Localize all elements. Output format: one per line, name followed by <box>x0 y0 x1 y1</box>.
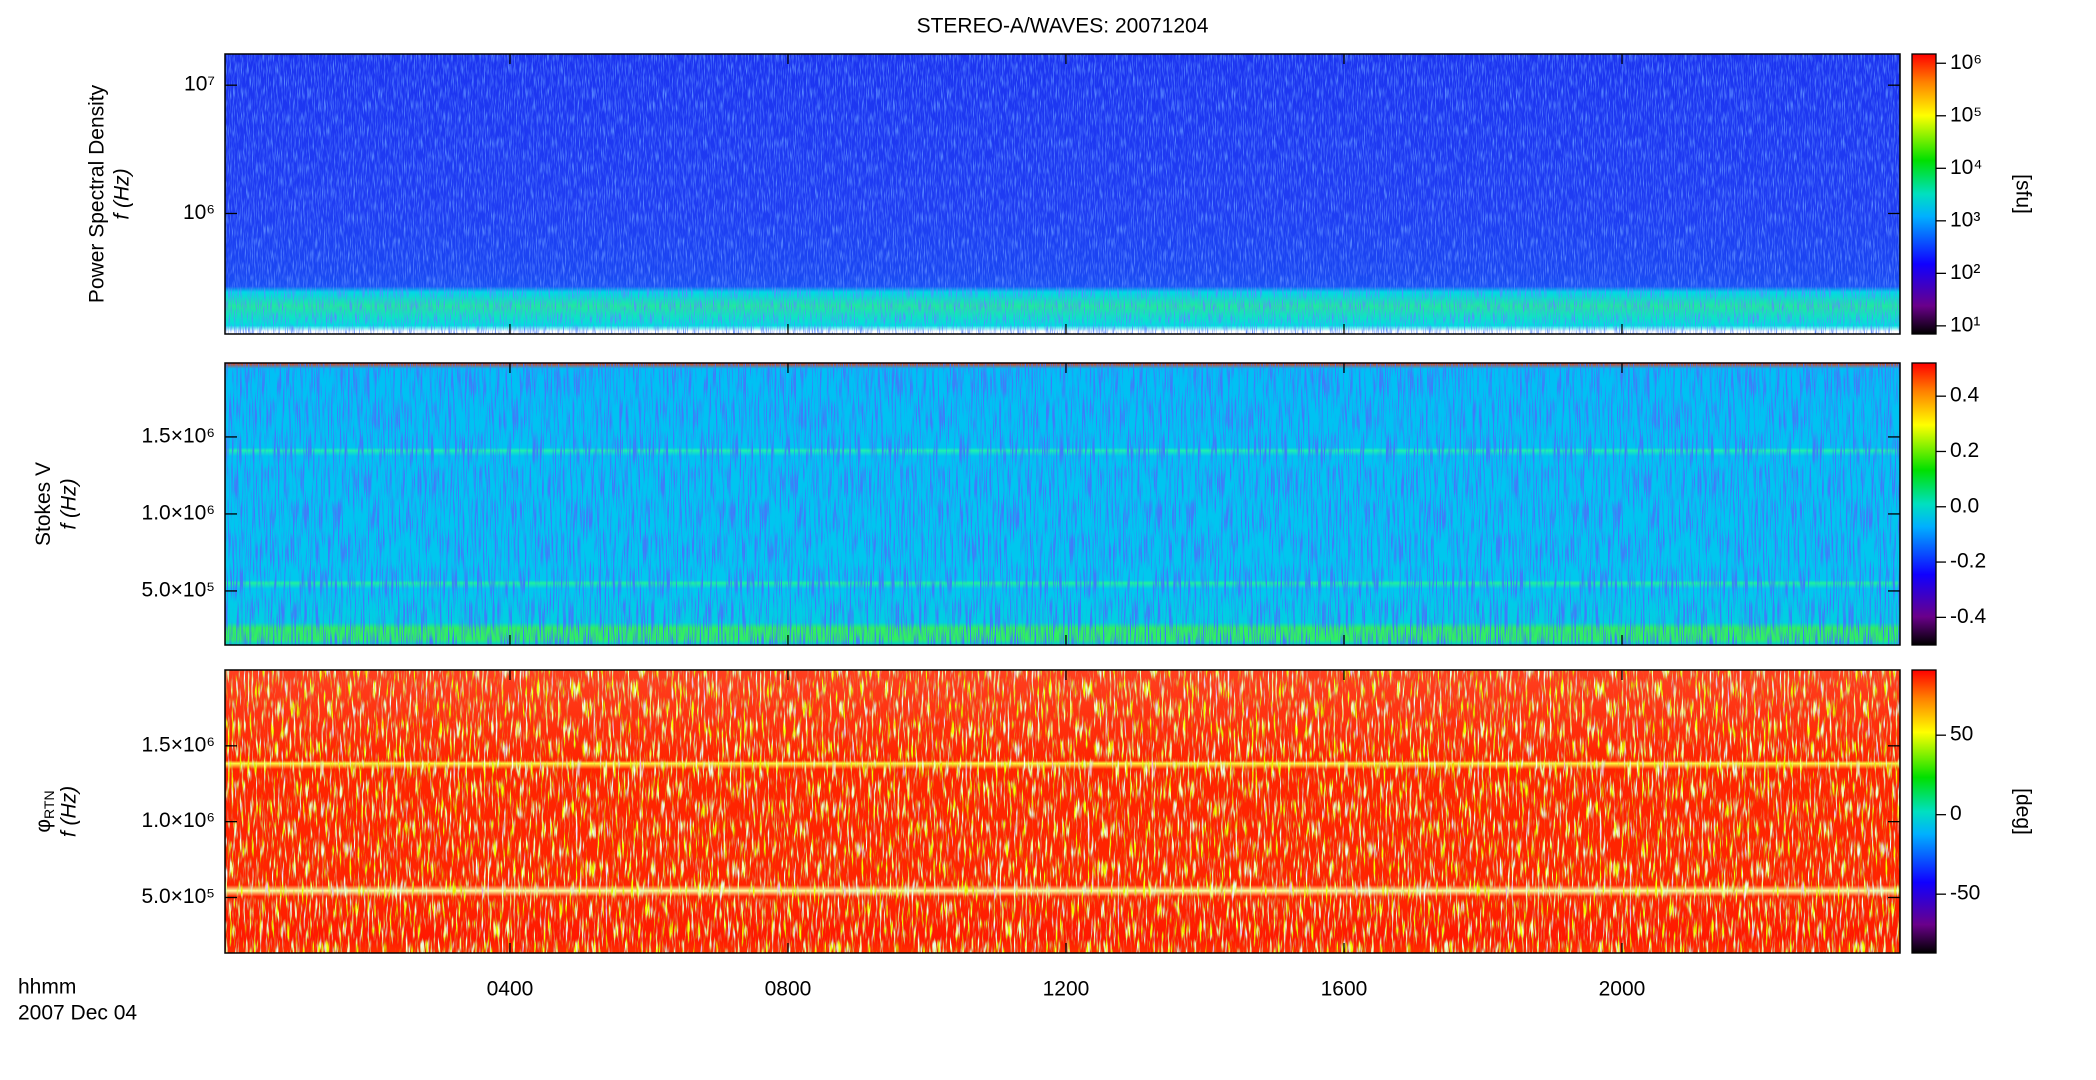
x-tick-label: 2000 <box>1599 978 1646 1001</box>
colorbar-tick-label: 50 <box>1950 723 1973 746</box>
date-label: 2007 Dec 04 <box>18 1002 137 1025</box>
plot-frame <box>224 53 1901 335</box>
spectrogram-noise <box>225 363 1900 645</box>
colorbar-tick-label: -0.2 <box>1950 550 1986 573</box>
y-axis-label-text: φ <box>32 819 55 833</box>
x-axis-label: hhmm <box>18 976 76 999</box>
colorbar-label: [deg] <box>2011 788 2034 835</box>
y-axis-label-sub: RTN <box>41 790 57 819</box>
x-tick-label: 0400 <box>487 978 534 1001</box>
x-tick-label: 1200 <box>1043 978 1090 1001</box>
y-axis-unit: f (Hz) <box>58 478 81 529</box>
plot-frame <box>224 669 1901 954</box>
colorbar <box>1911 669 1937 954</box>
y-axis-unit: f (Hz) <box>58 786 81 837</box>
plot-frame <box>224 362 1901 646</box>
y-tick-label: 1.5×10⁶ <box>142 424 215 447</box>
y-axis-unit: f (Hz) <box>111 168 134 219</box>
colorbar-tick-label: 0.2 <box>1950 439 1979 462</box>
colorbar-tick-label: 10⁴ <box>1950 156 1982 179</box>
chart-title: STEREO-A/WAVES: 20071204 <box>917 15 1209 38</box>
colorbar-tick-label: 10² <box>1950 261 1980 284</box>
y-tick-label: 5.0×10⁵ <box>141 885 215 908</box>
x-tick-label: 1600 <box>1321 978 1368 1001</box>
colorbar-label: [sfu] <box>2011 174 2034 214</box>
colorbar-tick-label: 10⁵ <box>1950 103 1982 126</box>
y-tick-label: 10⁷ <box>184 73 215 96</box>
colorbar-tick-label: 10⁶ <box>1950 51 1982 74</box>
colorbar-tick-label: 10³ <box>1950 208 1980 231</box>
colorbar-tick-label: 0.0 <box>1950 494 1979 517</box>
colorbar-tick-label: 10¹ <box>1950 313 1980 336</box>
y-axis-label: Power Spectral Density <box>86 84 109 303</box>
colorbar <box>1911 362 1937 646</box>
y-tick-label: 1.0×10⁶ <box>142 501 215 524</box>
colorbar <box>1911 53 1937 335</box>
x-tick-label: 0800 <box>765 978 812 1001</box>
y-tick-label: 1.5×10⁶ <box>142 733 215 756</box>
y-tick-label: 10⁶ <box>183 201 215 224</box>
spectrogram-noise <box>225 670 1900 953</box>
y-axis-label-text: Stokes V <box>32 462 55 546</box>
spectrogram-noise <box>225 54 1900 334</box>
y-axis-label: φRTN <box>32 790 57 832</box>
colorbar-tick-label: 0 <box>1950 802 1962 825</box>
y-axis-label: Stokes V <box>32 462 55 546</box>
colorbar-tick-label: -50 <box>1950 882 1980 905</box>
y-tick-label: 5.0×10⁵ <box>141 578 215 601</box>
colorbar-tick-label: 0.4 <box>1950 384 1980 407</box>
colorbar-tick-label: -0.4 <box>1950 605 1987 628</box>
y-tick-label: 1.0×10⁶ <box>142 809 215 832</box>
